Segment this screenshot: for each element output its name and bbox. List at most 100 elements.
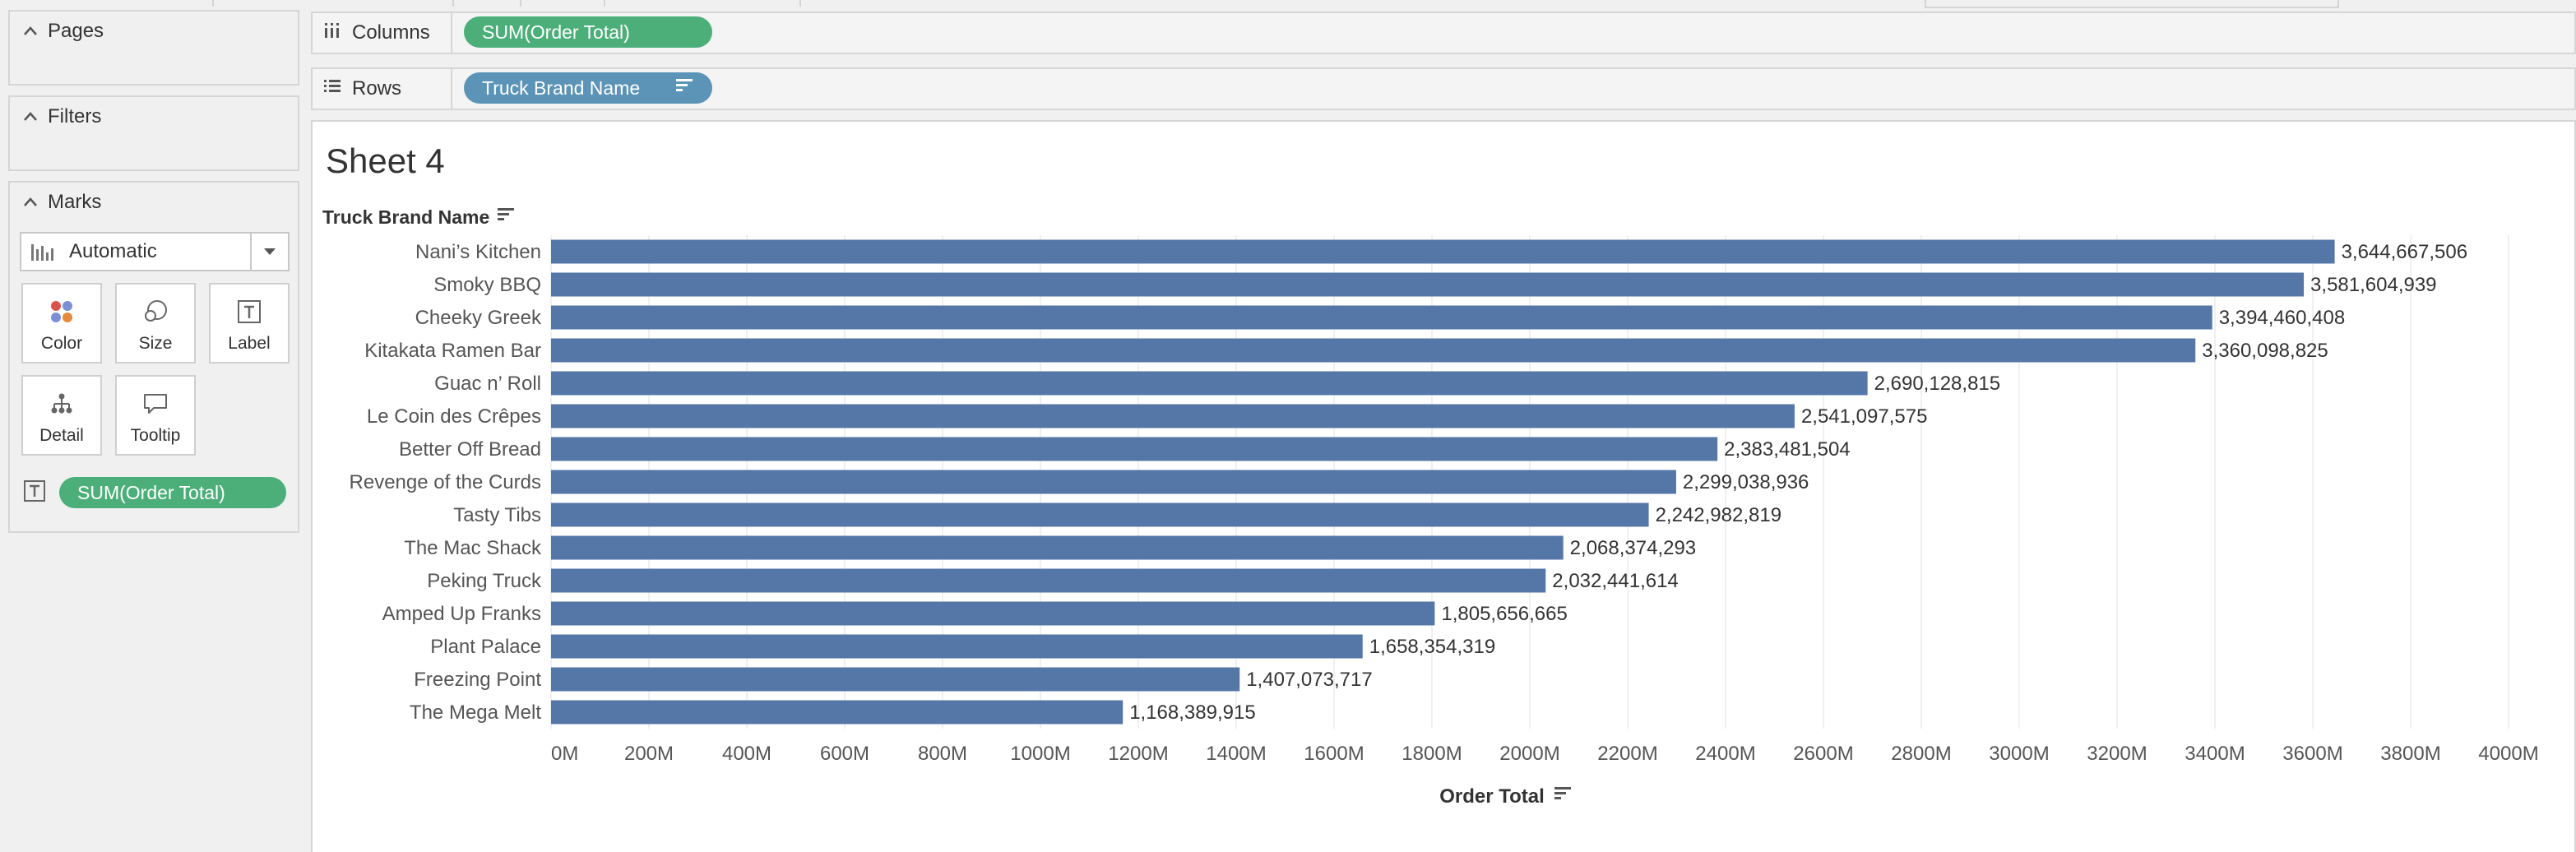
size-button[interactable]: Size bbox=[115, 283, 196, 363]
category-label[interactable]: Better Off Bread bbox=[399, 438, 541, 461]
top-toolbar-strip bbox=[0, 0, 2576, 8]
tooltip-label: Tooltip bbox=[130, 426, 181, 445]
mark-field-pill[interactable]: SUM(Order Total) bbox=[59, 477, 286, 508]
x-tick-label: 1400M bbox=[1206, 743, 1266, 765]
marks-card[interactable]: Marks Automatic Color bbox=[8, 181, 299, 533]
value-label: 3,581,604,939 bbox=[2310, 274, 2436, 296]
bar[interactable] bbox=[551, 667, 1240, 692]
chevron-up-icon[interactable] bbox=[21, 22, 39, 40]
top-tab-segment[interactable] bbox=[605, 0, 801, 7]
category-label[interactable]: Plant Palace bbox=[430, 636, 541, 658]
marks-header[interactable]: Marks bbox=[21, 191, 101, 214]
category-label[interactable]: Guac n’ Roll bbox=[434, 373, 541, 395]
x-tick-label: 400M bbox=[722, 743, 771, 765]
size-label: Size bbox=[138, 334, 173, 353]
x-tick-label: 2800M bbox=[1891, 743, 1951, 765]
rows-pill[interactable]: Truck Brand Name bbox=[464, 72, 712, 104]
columns-icon bbox=[322, 21, 342, 46]
x-tick-label: 600M bbox=[820, 743, 869, 765]
x-tick-label: 3600M bbox=[2282, 743, 2342, 765]
columns-pill[interactable]: SUM(Order Total) bbox=[464, 16, 712, 48]
category-label[interactable]: Kitakata Ramen Bar bbox=[364, 340, 541, 362]
bar[interactable] bbox=[551, 634, 1363, 659]
rows-shelf[interactable]: Rows Truck Brand Name bbox=[311, 67, 2576, 110]
row-header-label: Truck Brand Name bbox=[322, 206, 490, 228]
value-label: 2,383,481,504 bbox=[1724, 438, 1850, 461]
x-axis-title[interactable]: Order Total bbox=[1439, 785, 1573, 808]
pages-card[interactable]: Pages bbox=[8, 10, 299, 86]
value-label: 1,805,656,665 bbox=[1441, 603, 1567, 625]
x-tick-label: 1800M bbox=[1402, 743, 1462, 765]
dropdown-arrow-icon[interactable] bbox=[250, 234, 288, 270]
bar[interactable] bbox=[551, 568, 1546, 593]
sort-descending-icon[interactable] bbox=[674, 76, 694, 100]
columns-shelf[interactable]: Columns SUM(Order Total) bbox=[311, 12, 2576, 54]
bar[interactable] bbox=[551, 305, 2212, 330]
bar[interactable] bbox=[551, 371, 1868, 396]
top-tab-segment[interactable] bbox=[214, 0, 454, 7]
x-tick-label: 2000M bbox=[1499, 743, 1559, 765]
x-tick-label: 3000M bbox=[1989, 743, 2049, 765]
color-button[interactable]: Color bbox=[21, 283, 102, 363]
category-label[interactable]: Le Coin des Crêpes bbox=[367, 405, 541, 428]
value-label: 2,032,441,614 bbox=[1552, 570, 1678, 592]
filters-card[interactable]: Filters bbox=[8, 95, 299, 171]
mark-type-value: Automatic bbox=[69, 240, 157, 262]
category-label[interactable]: Tasty Tibs bbox=[453, 504, 541, 526]
top-right-box[interactable] bbox=[1925, 0, 2339, 8]
detail-button[interactable]: Detail bbox=[21, 375, 102, 456]
color-dots-icon bbox=[49, 298, 74, 326]
category-label[interactable]: Peking Truck bbox=[427, 570, 542, 592]
sort-descending-icon[interactable] bbox=[1553, 785, 1573, 808]
pages-label: Pages bbox=[48, 20, 104, 42]
bar[interactable] bbox=[551, 437, 1718, 461]
category-label[interactable]: Cheeky Greek bbox=[415, 307, 542, 329]
x-tick-label: 4000M bbox=[2478, 743, 2538, 765]
bar[interactable] bbox=[551, 535, 1564, 560]
top-tab-segment[interactable] bbox=[454, 0, 521, 7]
tooltip-button[interactable]: Tooltip bbox=[115, 375, 196, 456]
category-label[interactable]: Revenge of the Curds bbox=[350, 471, 541, 493]
label-button[interactable]: Label bbox=[209, 283, 290, 363]
x-tick-label: 3400M bbox=[2185, 743, 2245, 765]
columns-label: Columns bbox=[352, 21, 430, 44]
columns-shelf-label: Columns bbox=[313, 13, 452, 53]
bar[interactable] bbox=[551, 239, 2335, 264]
mark-type-dropdown[interactable]: Automatic bbox=[20, 232, 290, 271]
category-label[interactable]: Freezing Point bbox=[414, 669, 541, 691]
text-mark-icon[interactable] bbox=[23, 479, 46, 507]
x-tick-label: 3800M bbox=[2380, 743, 2440, 765]
bar[interactable] bbox=[551, 338, 2196, 363]
sort-descending-icon[interactable] bbox=[496, 206, 516, 229]
bar[interactable] bbox=[551, 470, 1676, 494]
value-label: 2,242,982,819 bbox=[1656, 504, 1781, 526]
value-label: 2,068,374,293 bbox=[1570, 537, 1696, 559]
chevron-up-icon[interactable] bbox=[21, 193, 39, 211]
value-label: 1,168,389,915 bbox=[1129, 702, 1255, 724]
bar[interactable] bbox=[551, 502, 1649, 527]
top-tab-segment[interactable] bbox=[521, 0, 605, 7]
pages-header[interactable]: Pages bbox=[21, 20, 104, 43]
x-tick-label: 1200M bbox=[1108, 743, 1168, 765]
bar[interactable] bbox=[551, 272, 2305, 297]
bar-chart: Nani’s Kitchen 3,644,667,506 Smoky BBQ 3,58… bbox=[350, 235, 2539, 765]
color-label: Color bbox=[40, 334, 83, 353]
category-label[interactable]: Smoky BBQ bbox=[433, 274, 541, 296]
filters-header[interactable]: Filters bbox=[21, 105, 101, 128]
bar[interactable] bbox=[551, 700, 1124, 725]
bar[interactable] bbox=[551, 601, 1435, 626]
row-header[interactable]: Truck Brand Name bbox=[322, 206, 516, 229]
chevron-up-icon[interactable] bbox=[21, 108, 39, 126]
category-label[interactable]: The Mega Melt bbox=[410, 702, 541, 724]
rows-icon bbox=[322, 76, 342, 102]
bar[interactable] bbox=[551, 404, 1795, 428]
marks-label: Marks bbox=[48, 191, 102, 213]
top-tab-segment[interactable] bbox=[0, 0, 214, 7]
category-label[interactable]: The Mac Shack bbox=[404, 537, 542, 559]
value-label: 3,360,098,825 bbox=[2202, 340, 2328, 362]
x-tick-label: 200M bbox=[624, 743, 674, 765]
category-label[interactable]: Amped Up Franks bbox=[382, 603, 541, 625]
category-label[interactable]: Nani’s Kitchen bbox=[415, 241, 541, 263]
x-axis-title-row: Order Total bbox=[313, 785, 2574, 808]
tooltip-speech-icon bbox=[142, 390, 169, 418]
